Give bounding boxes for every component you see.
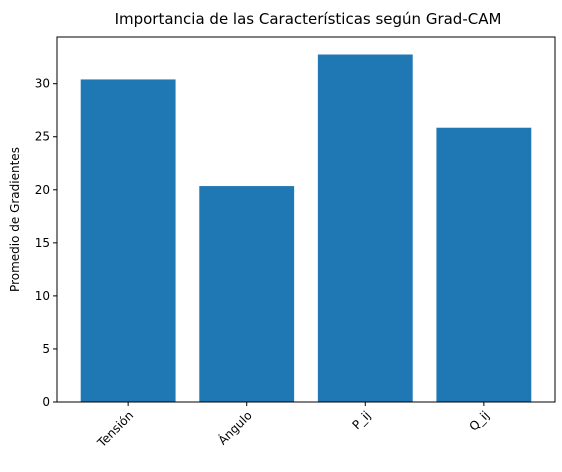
y-tick-label: 30: [35, 77, 50, 91]
y-tick-label: 10: [35, 289, 50, 303]
x-axis: Tensión Ángulo P_ij Q_ij: [94, 402, 492, 451]
bar-2: [317, 54, 413, 403]
x-tick-label: Q_ij: [466, 408, 492, 434]
y-tick-label: 15: [35, 236, 50, 250]
y-tick-label: 20: [35, 183, 50, 197]
x-tick-label: Tensión: [94, 408, 136, 450]
bar-3: [436, 127, 532, 402]
y-tick-label: 0: [42, 395, 50, 409]
plot-frame: [56, 36, 556, 403]
y-tick-label: 5: [42, 342, 50, 356]
y-axis-label: Promedio de Gradientes: [8, 147, 22, 292]
bars: [80, 54, 532, 403]
x-tick-label: Ángulo: [215, 408, 255, 448]
x-tick-label: P_ij: [349, 408, 373, 432]
y-axis: 0 5 10 15 20 25 30: [35, 77, 57, 409]
y-tick-label: 25: [35, 130, 50, 144]
bar-0: [80, 79, 176, 402]
chart-title: Importancia de las Características según…: [115, 10, 502, 28]
bar-1: [199, 186, 295, 402]
